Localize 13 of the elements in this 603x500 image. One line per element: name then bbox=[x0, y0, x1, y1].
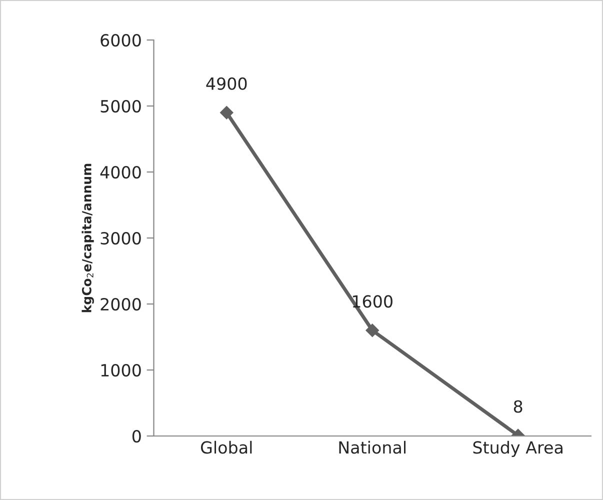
y-tick-label: 4000 bbox=[100, 166, 141, 179]
data-label: 4900 bbox=[206, 77, 247, 90]
x-tick-label: Study Area bbox=[473, 440, 562, 457]
y-tick-label: 1000 bbox=[101, 364, 141, 377]
y-tick-label: 5000 bbox=[100, 100, 141, 113]
data-label: 8 bbox=[514, 400, 522, 413]
x-tick-label: National bbox=[339, 440, 406, 454]
y-tick-label: 0 bbox=[132, 430, 141, 443]
y-axis-title: kgCo$_{2}$e/capita/annum bbox=[82, 164, 94, 312]
y-tick-label: 6000 bbox=[100, 34, 141, 47]
y-tick-label: 2000 bbox=[100, 298, 141, 311]
y-tick-label: 3000 bbox=[100, 232, 141, 245]
x-tick-label: Global bbox=[200, 440, 252, 454]
